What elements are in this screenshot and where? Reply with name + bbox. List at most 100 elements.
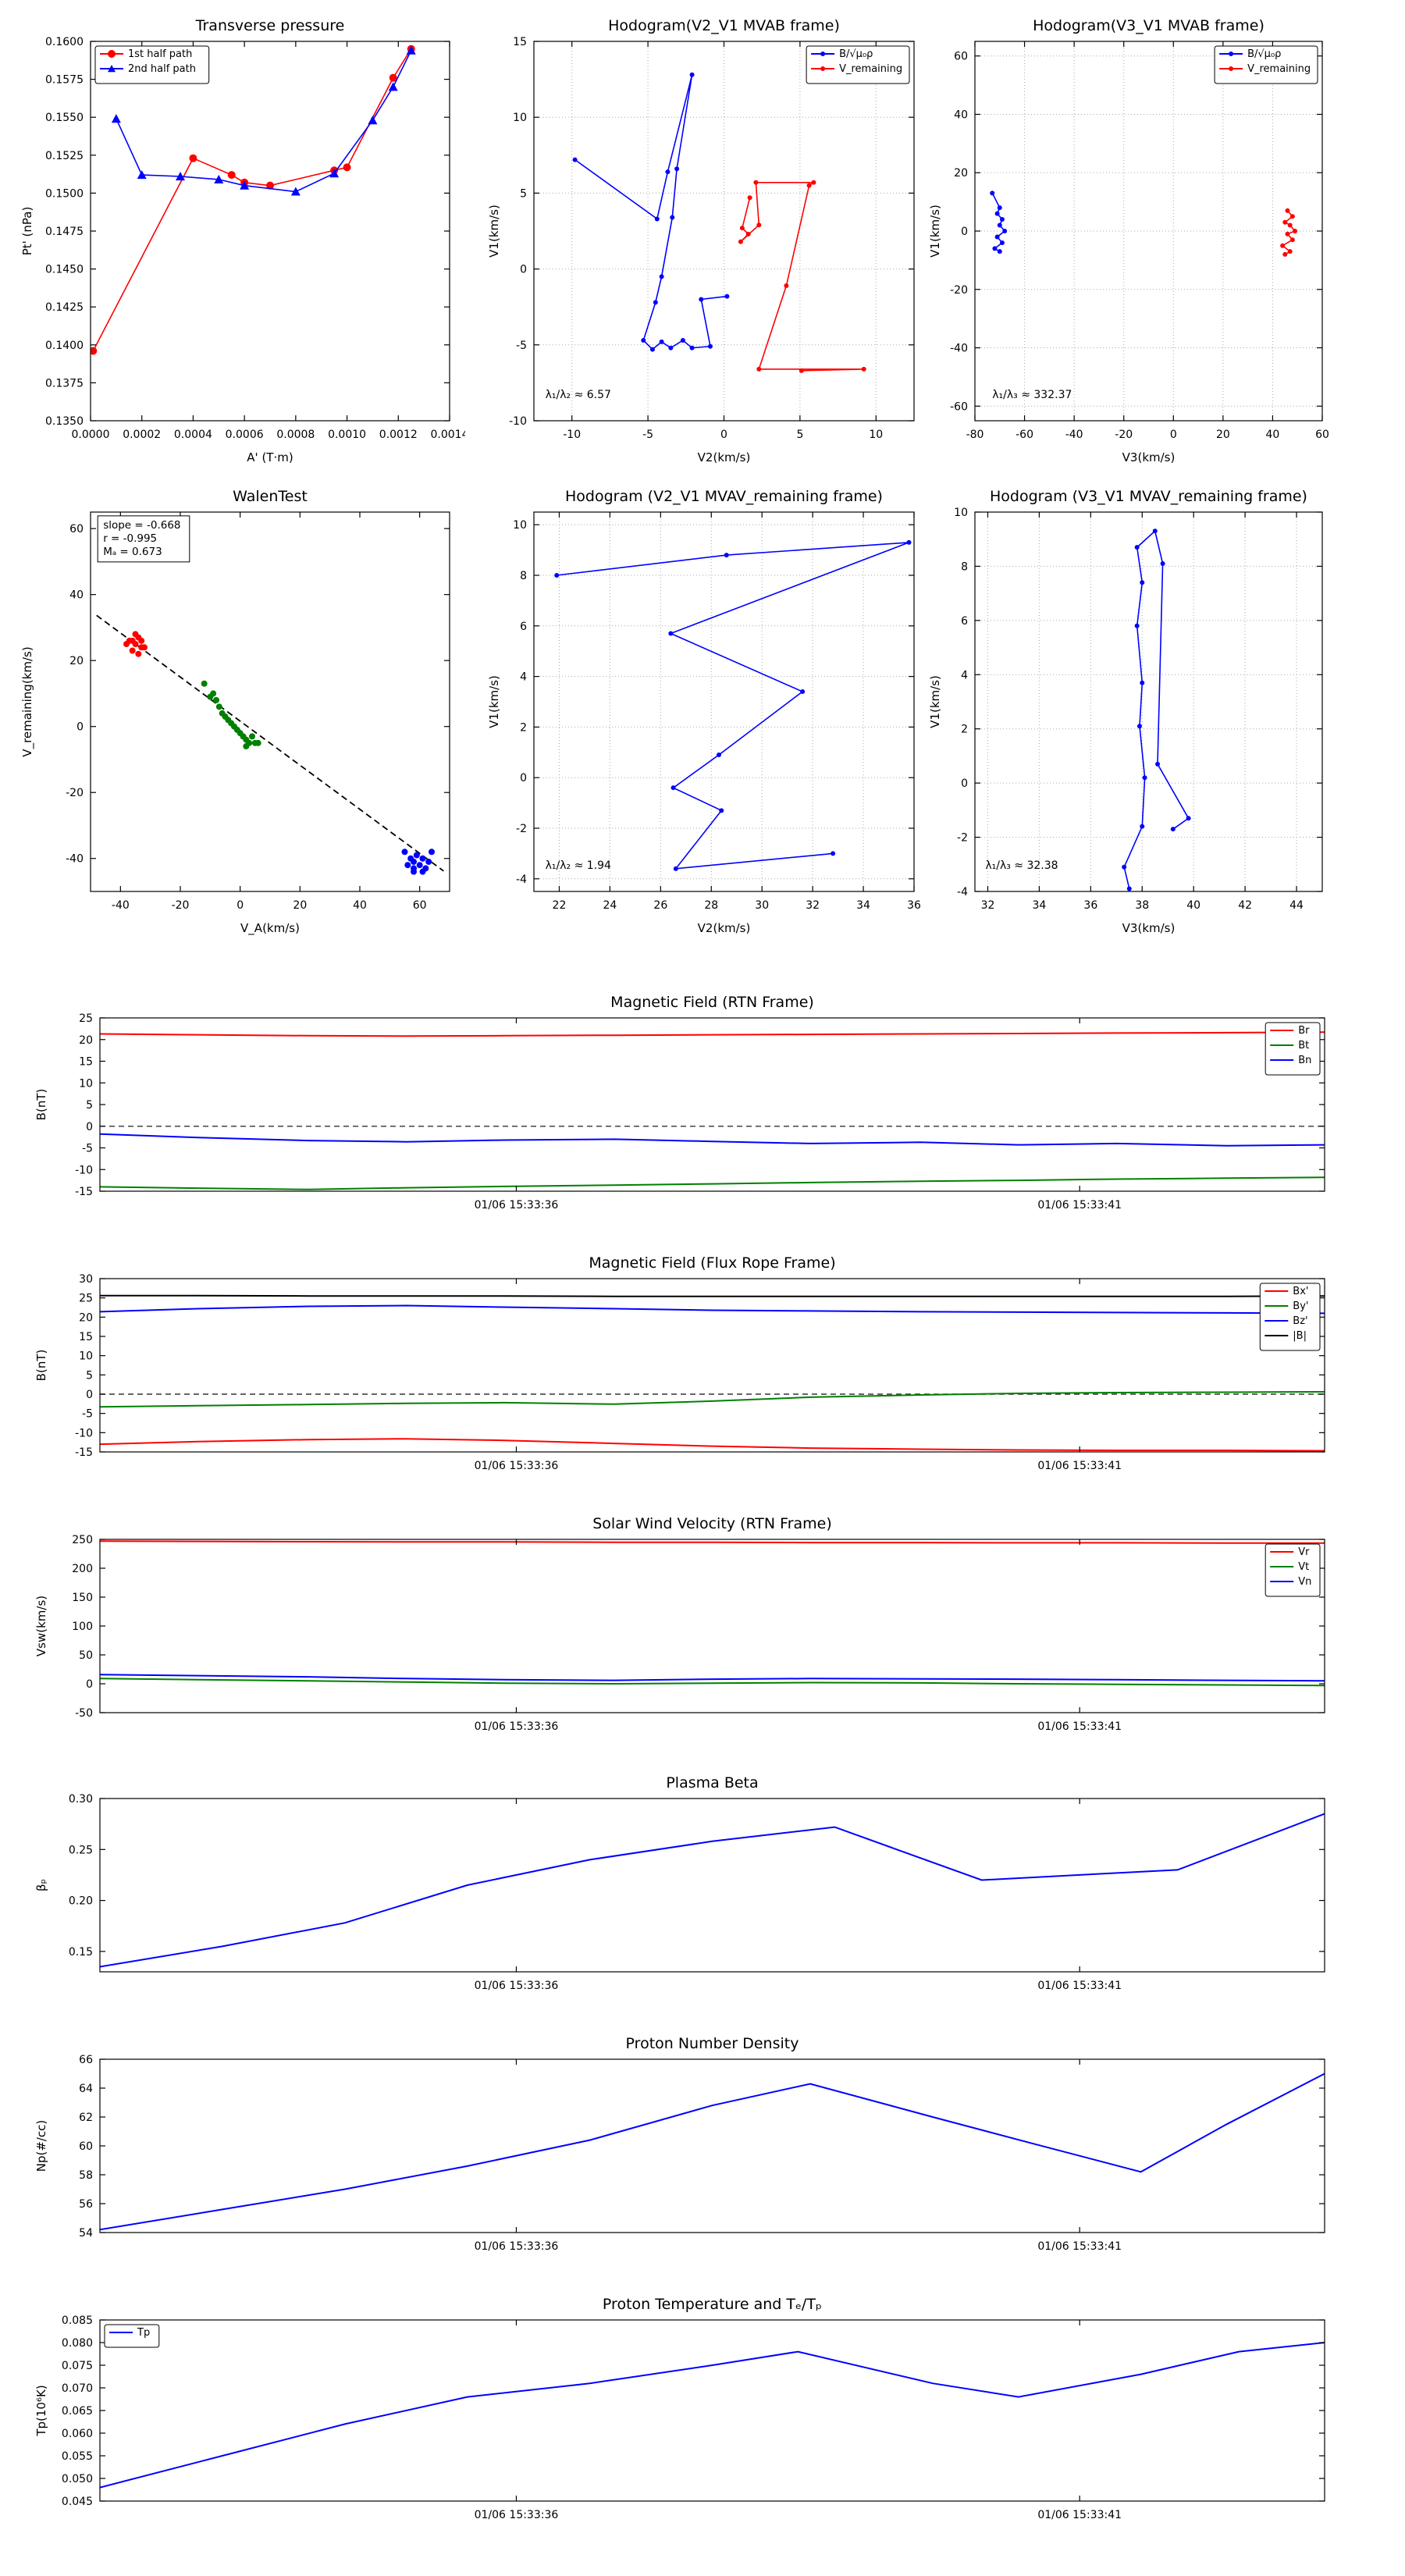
chart-title: Plasma Beta — [666, 1774, 758, 1791]
marker-circle — [108, 50, 116, 58]
marker-dot — [719, 808, 724, 813]
legend-label: B/√μ₀ρ — [1247, 48, 1281, 60]
y-axis-label: Pt' (nPa) — [20, 207, 34, 256]
legend-box — [1264, 1543, 1321, 1597]
y-tick-label: 0.1400 — [45, 340, 84, 352]
legend-box — [1214, 45, 1318, 84]
x-tick-label: 20 — [1216, 429, 1230, 441]
y-tick-label: 0.1425 — [45, 301, 84, 314]
y-tick-label: -4 — [957, 886, 968, 898]
y-tick-label: 8 — [961, 560, 968, 573]
x-tick-label: -40 — [1065, 429, 1083, 441]
y-axis-label: V_remaining(km/s) — [20, 646, 35, 756]
marker-dot — [784, 283, 789, 288]
marker-dot — [135, 650, 142, 657]
marker-dot — [745, 231, 751, 237]
svg-solar-wind-velocity: 01/06 15:33:36 01/06 15:33:41 -50 0 50 100 150… — [34, 1515, 1325, 1733]
svg-walen-test: -40 -20 0 20 40 60 -40 -20 0 20 40 60 WalenTest V_A(k… — [20, 488, 450, 936]
legend-label: Tp — [137, 2327, 150, 2339]
x-tick-label: 30 — [755, 899, 769, 912]
y-tick-label: 15 — [79, 1056, 93, 1069]
legend-label: Vn — [1298, 1576, 1311, 1588]
marker-dot — [753, 180, 759, 185]
chart-proton-number-density: 01/06 15:33:36 01/06 15:33:41 54 56 58 60 62 64… — [23, 2026, 1385, 2268]
marker-dot — [141, 644, 148, 651]
marker-dot — [990, 190, 995, 196]
x-tick-label: 36 — [907, 899, 921, 912]
marker-dot — [1140, 824, 1145, 829]
series-line — [100, 1031, 1325, 1037]
x-tick-label: 01/06 15:33:36 — [475, 1720, 559, 1733]
marker-dot — [999, 240, 1005, 245]
x-tick-label: 0 — [720, 429, 727, 441]
y-tick-label: 0.060 — [62, 2428, 93, 2440]
y-tick-label: 15 — [513, 36, 527, 48]
marker-dot — [653, 300, 658, 305]
series-group — [572, 72, 866, 373]
x-tick-label: -20 — [1115, 429, 1133, 441]
x-tick-label: 0.0002 — [123, 429, 161, 441]
x-tick-label: 0.0004 — [174, 429, 212, 441]
chart-hodogram-v3v1-mvab: -80 -60 -40 -20 0 20 40 60 -60 -40 -20 0 20 40 60 Hodog… — [927, 7, 1335, 475]
y-axis-label: Np(#/cc) — [34, 2120, 48, 2172]
y-tick-label: 0.1525 — [45, 150, 84, 162]
series-line — [991, 193, 1006, 252]
axes-frame — [90, 511, 450, 892]
marker-triangle — [137, 170, 147, 180]
x-tick-label: 44 — [1289, 899, 1304, 912]
x-tick-label: 0 — [1170, 429, 1177, 441]
chart-hodogram-v2v1-mvab: -10 -5 0 5 10 -10 -5 0 5 10 15 Hodogram(V2_V1 MVAB … — [486, 7, 927, 475]
axes-frame — [974, 511, 1323, 892]
marker-dot — [1160, 560, 1165, 566]
y-tick-label: 10 — [79, 1350, 93, 1363]
plot-area — [100, 1539, 1325, 1713]
x-tick-label: 0.0006 — [226, 429, 264, 441]
marker-triangle — [329, 169, 340, 178]
series-line — [100, 2342, 1325, 2489]
series-group — [100, 1031, 1325, 1190]
svg-proton-number-density: 01/06 15:33:36 01/06 15:33:41 54 56 58 60 62 64… — [34, 2035, 1325, 2253]
svg-hodogram-v3v1-mvav: 32 34 36 38 40 42 44 -4 -2 0 2 4 6 8 10 Hodogram (V3_V1… — [928, 488, 1323, 935]
x-tick-label: -20 — [172, 899, 190, 912]
x-tick-label: 01/06 15:33:41 — [1037, 2240, 1122, 2253]
marker-dot — [724, 553, 729, 558]
x-tick-label: 38 — [1135, 899, 1149, 912]
marker-dot — [1002, 229, 1008, 233]
axes-frame — [99, 1798, 1325, 1973]
x-tick-label: 0.0010 — [328, 429, 366, 441]
x-tick-label: 34 — [856, 899, 870, 912]
y-tick-label: 0.30 — [69, 1793, 93, 1806]
stats-line: slope = -0.668 — [103, 519, 180, 532]
marker-dot — [1287, 222, 1293, 228]
marker-dot — [997, 249, 1002, 254]
y-tick-label: -5 — [82, 1408, 93, 1421]
marker-dot — [1140, 680, 1145, 685]
x-tick-label: 01/06 15:33:41 — [1037, 1720, 1122, 1733]
marker-triangle — [176, 172, 185, 181]
marker-dot — [132, 631, 139, 638]
y-tick-label: 0.1500 — [45, 187, 84, 200]
marker-dot — [674, 166, 680, 172]
legend-box — [1264, 1022, 1321, 1076]
marker-dot — [129, 647, 136, 654]
y-tick-label: 0 — [520, 264, 527, 276]
series-group — [100, 2342, 1325, 2489]
annotation: λ₁/λ₃ ≈ 332.37 — [992, 389, 1072, 401]
marker-dot — [820, 52, 826, 56]
series-line — [1281, 210, 1297, 255]
marker-dot — [906, 539, 912, 545]
x-axis-label: V3(km/s) — [1122, 921, 1176, 935]
marker-dot — [1155, 761, 1161, 767]
marker-dot — [689, 72, 695, 77]
marker-dot — [413, 852, 420, 859]
y-tick-label: 0.25 — [69, 1844, 93, 1856]
y-tick-label: 4 — [520, 671, 527, 684]
y-tick-label: -4 — [516, 873, 527, 886]
x-tick-label: 0.0000 — [72, 429, 110, 441]
x-tick-label: -40 — [112, 899, 130, 912]
marker-dot — [1282, 251, 1288, 257]
marker-dot — [717, 753, 722, 758]
marker-dot — [668, 631, 674, 636]
x-tick-label: 01/06 15:33:36 — [475, 1980, 559, 1992]
marker-dot — [201, 680, 208, 687]
